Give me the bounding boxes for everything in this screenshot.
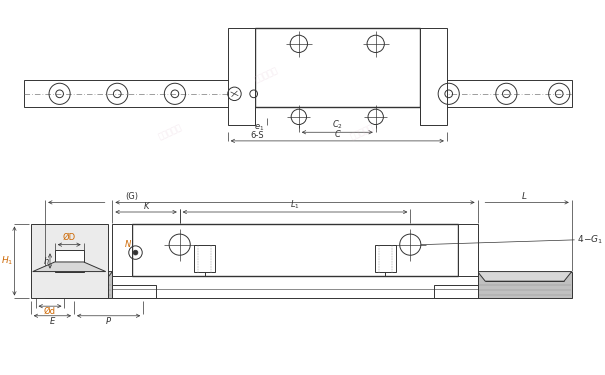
Text: 维嘉达传动: 维嘉达传动 [349, 123, 376, 142]
Bar [420, 28, 447, 124]
Polygon shape [477, 272, 572, 281]
Bar [374, 244, 396, 272]
Polygon shape [33, 262, 106, 272]
Text: $H_1$: $H_1$ [1, 255, 13, 267]
Bar [45, 272, 113, 298]
Polygon shape [31, 224, 108, 298]
Text: 维嘉达传动: 维嘉达传动 [157, 123, 183, 142]
Text: $e_1$: $e_1$ [254, 123, 264, 133]
Bar [24, 80, 572, 107]
Circle shape [133, 250, 138, 255]
Text: P: P [106, 317, 111, 326]
Bar [459, 224, 477, 276]
Bar [113, 224, 132, 276]
Bar [113, 285, 155, 298]
Bar [55, 251, 83, 272]
Text: h: h [44, 256, 49, 265]
Text: (G): (G) [125, 192, 138, 201]
Text: E: E [50, 317, 55, 326]
Text: C: C [335, 130, 340, 140]
Text: L: L [522, 192, 527, 201]
Bar [227, 28, 255, 124]
Text: 维嘉达传动: 维嘉达传动 [253, 65, 280, 84]
Bar [255, 28, 420, 107]
Text: N: N [125, 240, 131, 249]
Text: $L_1$: $L_1$ [290, 198, 300, 210]
Bar [477, 272, 572, 298]
Bar [194, 244, 215, 272]
Text: $4\!-\!G_1$: $4\!-\!G_1$ [577, 234, 603, 246]
Bar [434, 285, 477, 298]
Text: K: K [143, 201, 149, 210]
Text: ØD: ØD [63, 233, 76, 242]
Bar [132, 224, 459, 276]
Text: 6-S: 6-S [250, 131, 264, 140]
Text: $C_2$: $C_2$ [332, 118, 343, 131]
Polygon shape [45, 272, 113, 281]
Text: Ød: Ød [44, 307, 56, 316]
